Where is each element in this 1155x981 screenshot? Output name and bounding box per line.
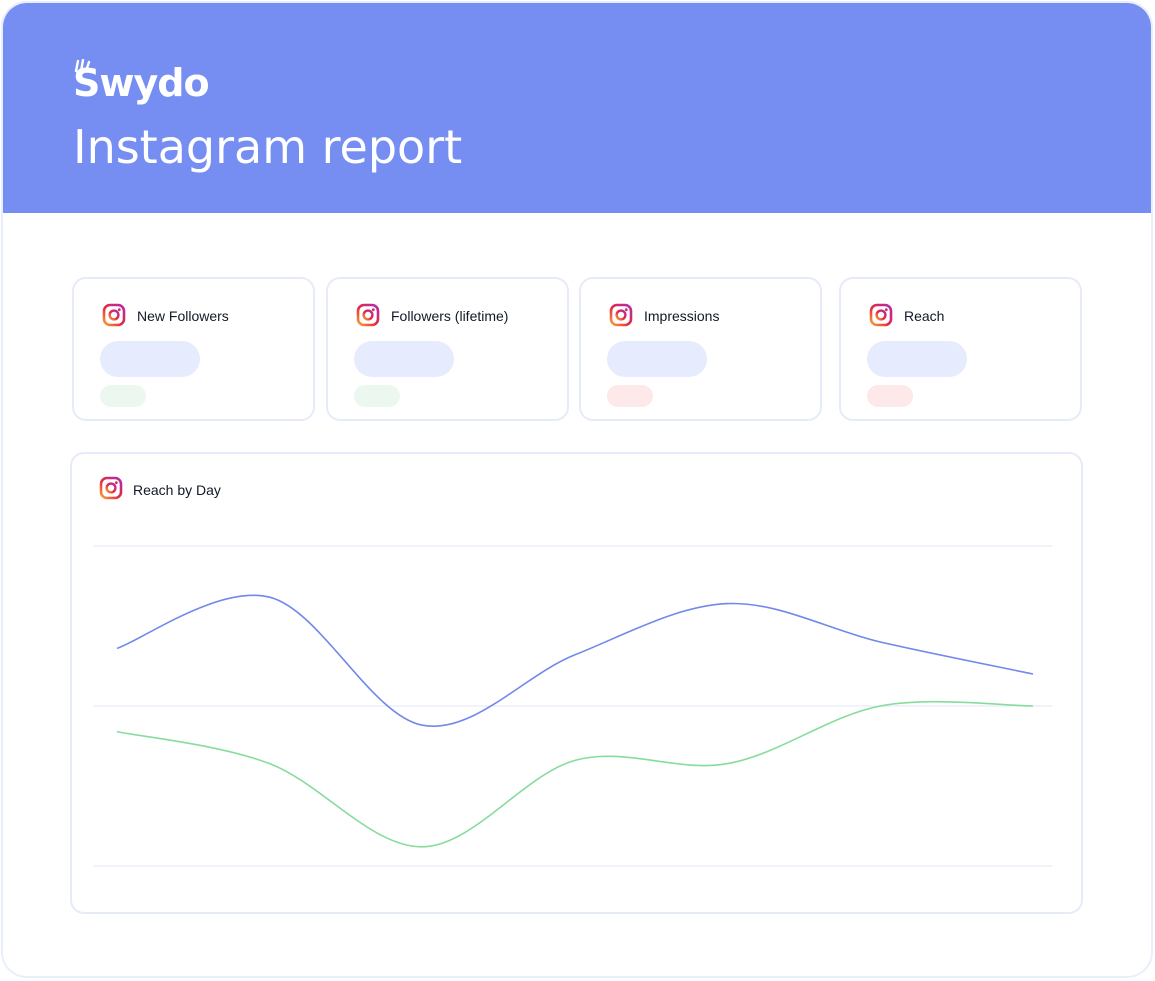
instagram-icon [609,303,633,327]
chart-title: Reach by Day [133,482,221,498]
instagram-icon [99,476,123,500]
kpi-change-placeholder [354,385,400,407]
kpi-card-new-followers[interactable]: New Followers [72,277,315,421]
series-line-2 [116,700,1034,848]
kpi-value-placeholder [100,341,200,377]
reach-by-day-chart [93,545,1052,867]
kpi-card-label: Impressions [644,308,720,324]
kpi-card-reach[interactable]: Reach [839,277,1082,421]
instagram-icon [869,303,893,327]
kpi-card-impressions[interactable]: Impressions [579,277,822,421]
kpi-card-label: New Followers [137,308,229,324]
reach-by-day-card[interactable]: Reach by Day [70,452,1083,914]
kpi-value-placeholder [607,341,707,377]
report-header: Swydo Instagram report [3,3,1151,213]
instagram-icon [102,303,126,327]
kpi-value-placeholder [354,341,454,377]
kpi-card-followers-lifetime[interactable]: Followers (lifetime) [326,277,569,421]
kpi-change-placeholder [100,385,146,407]
instagram-icon [356,303,380,327]
kpi-card-label: Followers (lifetime) [391,308,509,324]
brand-sparkle-icon [74,59,91,73]
page-title: Instagram report [73,120,463,174]
kpi-value-placeholder [867,341,967,377]
kpi-change-placeholder [607,385,653,407]
kpi-card-label: Reach [904,308,945,324]
brand-logo: Swydo [73,61,210,105]
series-line-1 [116,594,1034,728]
kpi-change-placeholder [867,385,913,407]
